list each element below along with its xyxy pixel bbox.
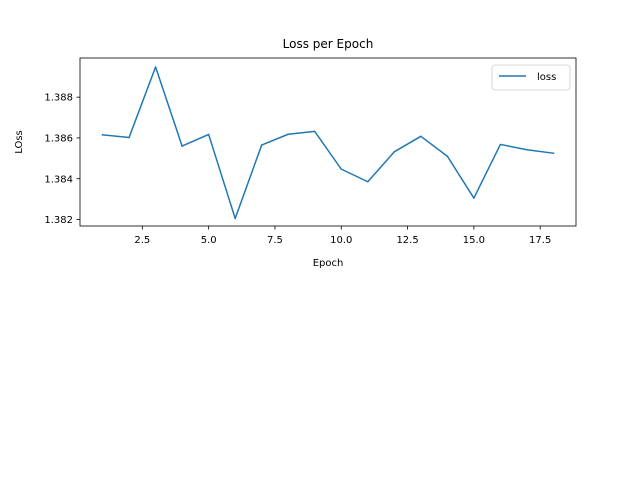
legend: loss: [491, 64, 571, 91]
y-axis-label: LOss: [14, 130, 25, 154]
x-tick-label: 7.5: [267, 235, 283, 246]
data-point: [393, 151, 396, 153]
data-point: [101, 134, 104, 136]
x-tick-label: 15.0: [463, 235, 485, 246]
legend-box: [491, 64, 571, 91]
data-point: [181, 145, 183, 147]
x-tick-label: 12.5: [396, 235, 418, 246]
data-point: [128, 136, 130, 139]
data-point: [234, 217, 236, 220]
legend-label-loss: loss: [537, 72, 556, 83]
data-point: [340, 168, 343, 170]
x-tick-label: 17.5: [529, 235, 551, 246]
data-point: [287, 133, 289, 135]
data-point: [526, 149, 528, 151]
x-tick-label: 5.0: [201, 235, 217, 246]
data-point: [313, 130, 316, 133]
data-point: [420, 135, 422, 138]
data-point: [499, 143, 502, 146]
data-point: [207, 133, 210, 136]
y-tick-label: 1.384: [44, 174, 73, 185]
data-point: [154, 66, 157, 68]
x-tick-label: 2.5: [134, 235, 150, 246]
x-tick-label: 10.0: [330, 235, 352, 246]
data-point: [367, 181, 369, 183]
series-line-loss: [101, 66, 555, 220]
axes-frame: [79, 57, 577, 227]
data-point: [446, 155, 449, 158]
data-point: [260, 144, 263, 146]
data-point: [473, 197, 475, 199]
chart-title: Loss per Epoch: [283, 37, 374, 51]
data-point: [552, 152, 555, 154]
y-tick-label: 1.386: [44, 134, 73, 145]
y-tick-label: 1.388: [44, 93, 73, 104]
x-axis-label: Epoch: [313, 258, 344, 269]
y-tick-label: 1.382: [44, 215, 73, 226]
